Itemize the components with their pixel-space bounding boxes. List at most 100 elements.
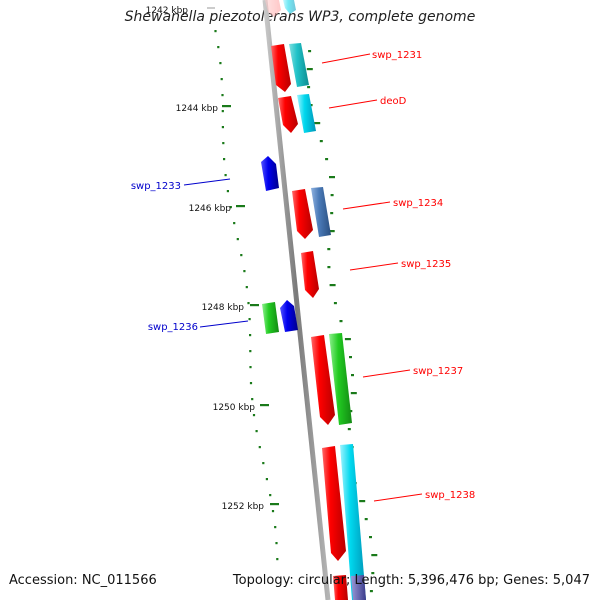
- gc-trace-dot: [221, 94, 224, 97]
- gc-trace-dot: [226, 190, 229, 193]
- map-title: Shewanella piezotolerans WP3, complete g…: [124, 9, 476, 25]
- gc-trace-dash: [306, 68, 313, 71]
- gc-trace-dash: [314, 122, 321, 125]
- gc-trace-dot: [252, 414, 256, 417]
- accession-text: Accession: NC_011566: [9, 573, 157, 588]
- gc-trace-dot: [265, 478, 268, 481]
- gc-trace-dot: [247, 302, 250, 305]
- gene-swp_1238[interactable]: [322, 444, 366, 600]
- label-swp_1234[interactable]: swp_1234: [342, 198, 443, 210]
- scale-tick-1250: 1250 kbp: [213, 403, 269, 413]
- label-swp_1231[interactable]: swp_1231: [321, 50, 422, 64]
- gene-swp_1237[interactable]: [311, 333, 352, 425]
- gc-trace-dash: [333, 302, 337, 305]
- genome-backbone: [262, 0, 331, 600]
- gc-trace-dot: [229, 206, 232, 209]
- gene-swp_1236[interactable]: [262, 300, 298, 334]
- gene-label-text[interactable]: swp_1231: [372, 50, 422, 61]
- gene-label-text[interactable]: swp_1234: [393, 198, 443, 209]
- scale-label-1250: 1250 kbp: [213, 403, 256, 413]
- gc-content-trace: [214, 30, 378, 593]
- label-swp_1233[interactable]: swp_1233: [131, 178, 231, 192]
- gc-trace-dot: [221, 126, 224, 129]
- gc-trace-dot: [221, 110, 224, 113]
- scale-tick-1242: 1242 kbp: [146, 6, 215, 16]
- gc-trace-dot: [243, 270, 246, 273]
- scale-label-1252: 1252 kbp: [222, 502, 265, 512]
- gc-trace-dot: [274, 526, 277, 529]
- gc-trace-dot: [249, 350, 252, 353]
- gc-trace-dot: [249, 382, 253, 385]
- gc-trace-dot: [219, 62, 222, 65]
- gc-trace-dot: [233, 222, 236, 225]
- gc-trace-dash: [330, 212, 334, 215]
- gc-trace-dot: [223, 158, 226, 161]
- gc-trace-dot: [245, 286, 248, 289]
- gc-trace-dash: [329, 176, 335, 179]
- scale-tick-1252: 1252 kbp: [222, 502, 279, 512]
- gc-trace-dash: [327, 248, 331, 251]
- gc-trace-dot: [251, 398, 254, 401]
- scale-label-1248: 1248 kbp: [202, 303, 245, 313]
- gene-swp_1235[interactable]: [301, 251, 319, 298]
- genome-summary-text: Topology: circular; Length: 5,396,476 bp…: [232, 573, 590, 588]
- gene-swp_1231[interactable]: [271, 43, 309, 92]
- label-swp_1236[interactable]: swp_1236: [148, 320, 249, 333]
- scale-tick-1244: 1244 kbp: [176, 104, 231, 114]
- label-swp_1238[interactable]: swp_1238: [373, 490, 475, 502]
- gene-swp_1234[interactable]: [292, 187, 331, 239]
- gc-trace-dot: [214, 30, 217, 33]
- gc-trace-dot: [258, 446, 261, 449]
- gc-trace-dot: [248, 318, 251, 321]
- gc-trace-dash: [309, 104, 313, 107]
- gc-trace-dot: [236, 238, 239, 241]
- gc-trace-dot: [275, 542, 278, 545]
- gene-label-text[interactable]: swp_1238: [425, 490, 475, 501]
- gc-trace-dash: [351, 374, 354, 377]
- gene-label-text[interactable]: swp_1235: [401, 259, 451, 270]
- gc-trace-dash: [369, 536, 372, 539]
- scale-label-1244: 1244 kbp: [176, 104, 219, 114]
- gc-trace-dash: [347, 428, 351, 431]
- gc-trace-dash: [327, 266, 331, 269]
- gc-trace-dash: [319, 140, 323, 143]
- label-deoD[interactable]: deoD: [328, 96, 407, 109]
- gc-trace-dot: [249, 366, 252, 369]
- gc-trace-dash: [369, 590, 373, 593]
- gc-trace-dash: [328, 230, 335, 233]
- gc-trace-dot: [255, 430, 258, 433]
- gc-trace-dash: [307, 86, 311, 89]
- gc-trace-dot: [262, 462, 265, 465]
- gc-trace-dash: [371, 572, 375, 575]
- gene-label-text[interactable]: swp_1233: [131, 181, 181, 192]
- label-swp_1237[interactable]: swp_1237: [362, 366, 463, 378]
- gc-trace-dash: [371, 554, 378, 557]
- gc-trace-dot: [222, 142, 225, 145]
- gene-label-text[interactable]: swp_1236: [148, 322, 198, 333]
- gc-trace-dash: [344, 338, 351, 341]
- gc-trace-dash: [364, 518, 368, 521]
- gc-trace-dash: [349, 356, 352, 359]
- scale-tick-1246: 1246 kbp: [189, 204, 245, 214]
- scale-label-1246: 1246 kbp: [189, 204, 232, 214]
- gc-trace-dot: [269, 494, 272, 497]
- gc-trace-dash: [339, 320, 343, 323]
- bottom-partial-features: [333, 575, 366, 600]
- gc-trace-dash: [330, 194, 334, 197]
- gene-label-text[interactable]: deoD: [380, 96, 407, 107]
- gene-deoD[interactable]: [278, 94, 316, 133]
- gc-trace-dash: [359, 500, 366, 503]
- top-partial-features: [265, 0, 296, 17]
- gc-trace-dash: [349, 410, 353, 413]
- scale-label-1242: 1242 kbp: [146, 6, 189, 16]
- label-swp_1235[interactable]: swp_1235: [349, 259, 451, 271]
- gc-trace-dot: [240, 254, 243, 257]
- scale-tick-1248: 1248 kbp: [202, 303, 259, 313]
- gene-label-text[interactable]: swp_1237: [413, 366, 463, 377]
- gc-trace-dash: [308, 50, 312, 53]
- gc-trace-dot: [217, 46, 220, 49]
- gc-trace-dot: [249, 334, 252, 337]
- gc-trace-dash: [329, 284, 336, 287]
- gene-swp_1233[interactable]: [261, 156, 279, 191]
